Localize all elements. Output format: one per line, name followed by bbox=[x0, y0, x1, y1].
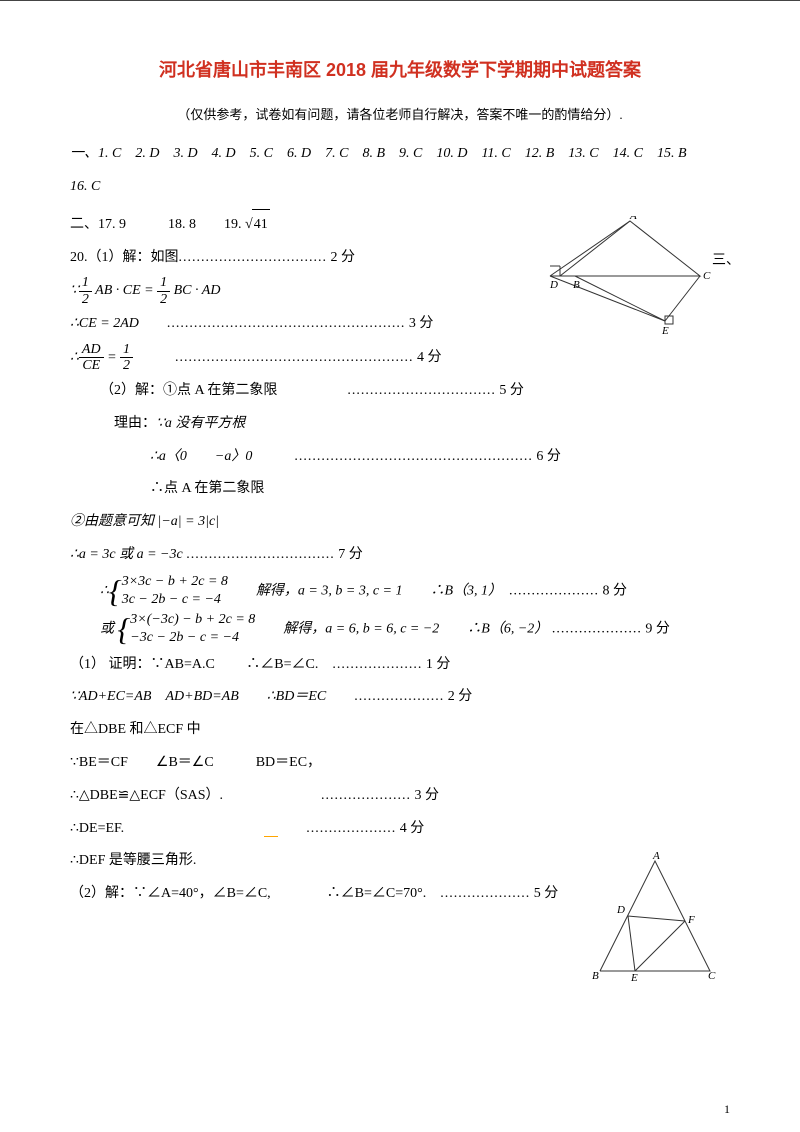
dots: ................................. bbox=[347, 383, 496, 398]
q20-1-text: 20.（1）解：如图 bbox=[70, 250, 179, 265]
dots: .................... bbox=[552, 622, 642, 637]
points-7: 7 分 bbox=[338, 547, 363, 562]
label-E: E bbox=[661, 325, 669, 336]
proof-6: ∴DE=EF. .................... 4 分 bbox=[70, 814, 730, 845]
eq1-b: BC · AD bbox=[174, 283, 221, 298]
points-1: 1 分 bbox=[426, 657, 451, 672]
frac-num: AD bbox=[79, 342, 104, 358]
proof-5: ∴△DBE≌△ECF（SAS）. .................... 3 … bbox=[70, 781, 730, 812]
reason-2: ∴a〈0 −a〉0 bbox=[150, 449, 252, 464]
reason-1: ∵a 没有平方根 bbox=[156, 416, 245, 431]
sys1-sol: 解得，a = 3, b = 3, c = 1 ∴B（3, 1） bbox=[256, 583, 495, 598]
points-8: 8 分 bbox=[603, 583, 628, 598]
p5: ∴△DBE≌△ECF（SAS）. bbox=[70, 788, 223, 803]
eq-a-3c: ∴a = 3c 或 a = −3c ......................… bbox=[70, 540, 730, 571]
section-3-marker: 三、 bbox=[712, 246, 740, 277]
label-C2: C bbox=[708, 970, 716, 981]
points-2: 2 分 bbox=[331, 250, 356, 265]
dots: .................... bbox=[332, 657, 422, 672]
proof-2: ∵AD+EC=AB AD+BD=AB ∴BD＝EC ..............… bbox=[70, 682, 730, 713]
section-1-answers: 一、1. C 2. D 3. D 4. D 5. C 6. D 7. C 8. … bbox=[70, 139, 730, 170]
system-2: 或 {3×(−3c) − b + 2c = 8−3c − 2b − c = −4… bbox=[70, 611, 730, 647]
system-1: ∴{3×3c − b + 2c = 83c − 2b − c = −4 解得，a… bbox=[70, 573, 730, 609]
section-2-text: 二、17. 9 18. 8 19. bbox=[70, 217, 245, 232]
points-2b: 2 分 bbox=[448, 689, 473, 704]
sys2-sol: 解得，a = 6, b = 6, c = −2 ∴B（6, −2） bbox=[283, 622, 548, 637]
reason-3: ∴点 A 在第二象限 bbox=[150, 481, 264, 496]
triangle-svg-1: A B C D E bbox=[530, 216, 730, 336]
eq2-text: ∴CE = 2AD bbox=[70, 316, 139, 331]
dots: ................................. bbox=[179, 250, 328, 265]
reason-label: 理由： bbox=[114, 416, 156, 431]
sys2-l2: −3c − 2b − c = −4 bbox=[130, 630, 239, 645]
doc-subtitle: （仅供参考，试卷如有问题，请各位老师自行解决，答案不唯一的酌情给分）. bbox=[70, 101, 730, 130]
q20-2a-text: （2）解：①点 A 在第二象限 bbox=[100, 383, 277, 398]
doc-title: 河北省唐山市丰南区 2018 届九年级数学下学期期中试题答案 bbox=[70, 51, 730, 91]
dots: .................... bbox=[354, 689, 444, 704]
points-4: 4 分 bbox=[417, 350, 442, 365]
frac-den: CE bbox=[79, 358, 104, 373]
p8: （2）解：∵∠A=40°，∠B=∠C, ∴∠B=∠C=70°. bbox=[70, 886, 426, 901]
p2: ∵AD+EC=AB AD+BD=AB ∴BD＝EC bbox=[70, 689, 326, 704]
p6: ∴DE=EF. bbox=[70, 821, 124, 836]
eq4-text: ∴a = 3c 或 a = −3c bbox=[70, 547, 183, 562]
dots: .................... bbox=[321, 788, 411, 803]
points-6: 6 分 bbox=[536, 449, 561, 464]
points-5b: 5 分 bbox=[534, 886, 559, 901]
label-D2: D bbox=[616, 904, 625, 916]
page: 河北省唐山市丰南区 2018 届九年级数学下学期期中试题答案 （仅供参考，试卷如… bbox=[0, 0, 800, 1132]
label-D: D bbox=[549, 279, 558, 291]
reason-line-1: 理由：∵a 没有平方根 bbox=[70, 409, 730, 440]
sys1-l2: 3c − 2b − c = −4 bbox=[122, 592, 221, 607]
figure-triangle-2: A B C D E F bbox=[590, 851, 720, 994]
q20-2a: （2）解：①点 A 在第二象限 ........................… bbox=[70, 376, 730, 407]
dots: .................... bbox=[440, 886, 530, 901]
points-9: 9 分 bbox=[645, 622, 670, 637]
label-A2: A bbox=[652, 851, 660, 862]
label-E2: E bbox=[630, 972, 638, 981]
proof-3: 在△DBE 和△ECF 中 bbox=[70, 715, 730, 746]
mc-answers-tail: 16. C bbox=[70, 172, 730, 203]
dots: .................... bbox=[306, 821, 396, 836]
sys2-l1: 3×(−3c) − b + 2c = 8 bbox=[130, 612, 255, 627]
proof-1: （1） 证明：∵AB=A.C ∴∠B=∠C. .................… bbox=[70, 650, 730, 681]
dots: ........................................… bbox=[167, 316, 406, 331]
dots: ........................................… bbox=[175, 350, 414, 365]
dots: .................... bbox=[509, 583, 599, 598]
reason-line-3: ∴点 A 在第二象限 bbox=[70, 474, 730, 505]
section-1-prefix: 一、 bbox=[70, 146, 98, 161]
label-F2: F bbox=[687, 914, 695, 926]
mc-answers: 1. C 2. D 3. D 4. D 5. C 6. D 7. C 8. B … bbox=[98, 146, 687, 161]
points-3b: 3 分 bbox=[415, 788, 440, 803]
reason-line-2: ∴a〈0 −a〉0 ..............................… bbox=[70, 442, 730, 473]
sys1-l1: 3×3c − b + 2c = 8 bbox=[122, 574, 228, 589]
label-B: B bbox=[573, 279, 580, 291]
q20-2b-text: ②由题意可知 |−a| = 3|c| bbox=[70, 514, 219, 529]
points-4b: 4 分 bbox=[400, 821, 425, 836]
dots: ........................................… bbox=[294, 449, 533, 464]
proof-4: ∵BE＝CF ∠B＝∠C BD＝EC， bbox=[70, 748, 730, 779]
q20-2b: ②由题意可知 |−a| = 3|c| bbox=[70, 507, 730, 538]
label-C: C bbox=[703, 270, 711, 282]
sqrt-41: √41 bbox=[245, 217, 270, 232]
p1: （1） 证明：∵AB=A.C ∴∠B=∠C. bbox=[70, 657, 318, 672]
figure-triangle-1: A B C D E 三、 bbox=[530, 216, 730, 349]
dots: ................................. bbox=[186, 547, 335, 562]
points-5: 5 分 bbox=[499, 383, 524, 398]
eq1-a: AB · CE = bbox=[95, 283, 157, 298]
label-B2: B bbox=[592, 970, 599, 981]
triangle-svg-2: A B C D E F bbox=[590, 851, 720, 981]
label-A: A bbox=[629, 216, 637, 222]
page-number: 1 bbox=[724, 1096, 730, 1122]
points-3: 3 分 bbox=[409, 316, 434, 331]
